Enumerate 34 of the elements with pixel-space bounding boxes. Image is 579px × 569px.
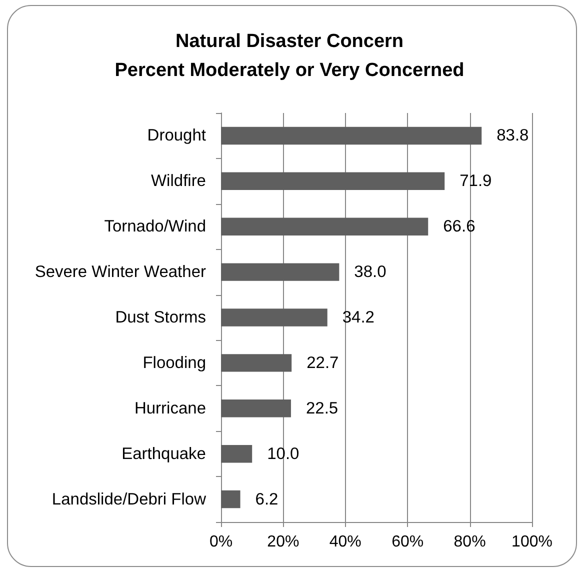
data-label: 38.0 xyxy=(354,263,386,282)
y-tick-label: Hurricane xyxy=(134,399,206,418)
x-tick-label: 80% xyxy=(454,534,486,550)
chart-title: Natural Disaster Concern Percent Moderately or Very Concerned xyxy=(114,31,464,81)
data-label: 10.0 xyxy=(267,444,300,463)
bar xyxy=(221,172,445,190)
bar xyxy=(221,308,328,326)
data-label: 22.7 xyxy=(306,354,339,372)
y-tick-label: Severe Winter Weather xyxy=(34,263,206,282)
y-tick-label: Earthquake xyxy=(122,444,206,463)
bar xyxy=(221,263,340,281)
data-label: 83.8 xyxy=(496,126,529,145)
data-label: 34.2 xyxy=(342,308,374,326)
bar xyxy=(221,218,428,236)
data-label: 22.5 xyxy=(306,399,338,418)
data-label: 71.9 xyxy=(460,172,492,190)
y-tick-label: Landslide/Debri Flow xyxy=(52,490,206,508)
data-label: 6.2 xyxy=(255,490,278,508)
x-tick-label: 20% xyxy=(267,534,300,550)
x-tick-label: 40% xyxy=(329,534,362,550)
bar xyxy=(221,354,292,372)
bar xyxy=(221,444,252,463)
y-tick-label: Drought xyxy=(147,126,206,145)
x-tick-label: 60% xyxy=(392,534,424,550)
bar xyxy=(221,400,291,418)
bar xyxy=(221,126,482,145)
y-tick-label: Flooding xyxy=(142,354,206,372)
bar xyxy=(221,490,240,508)
y-tick-label: Tornado/Wind xyxy=(104,218,206,236)
y-tick-label: Dust Storms xyxy=(115,308,206,326)
data-label: 66.6 xyxy=(443,218,476,236)
x-tick-label: 100% xyxy=(512,534,552,550)
y-tick-label: Wildfire xyxy=(150,172,206,190)
x-tick-label: 0% xyxy=(209,534,233,550)
